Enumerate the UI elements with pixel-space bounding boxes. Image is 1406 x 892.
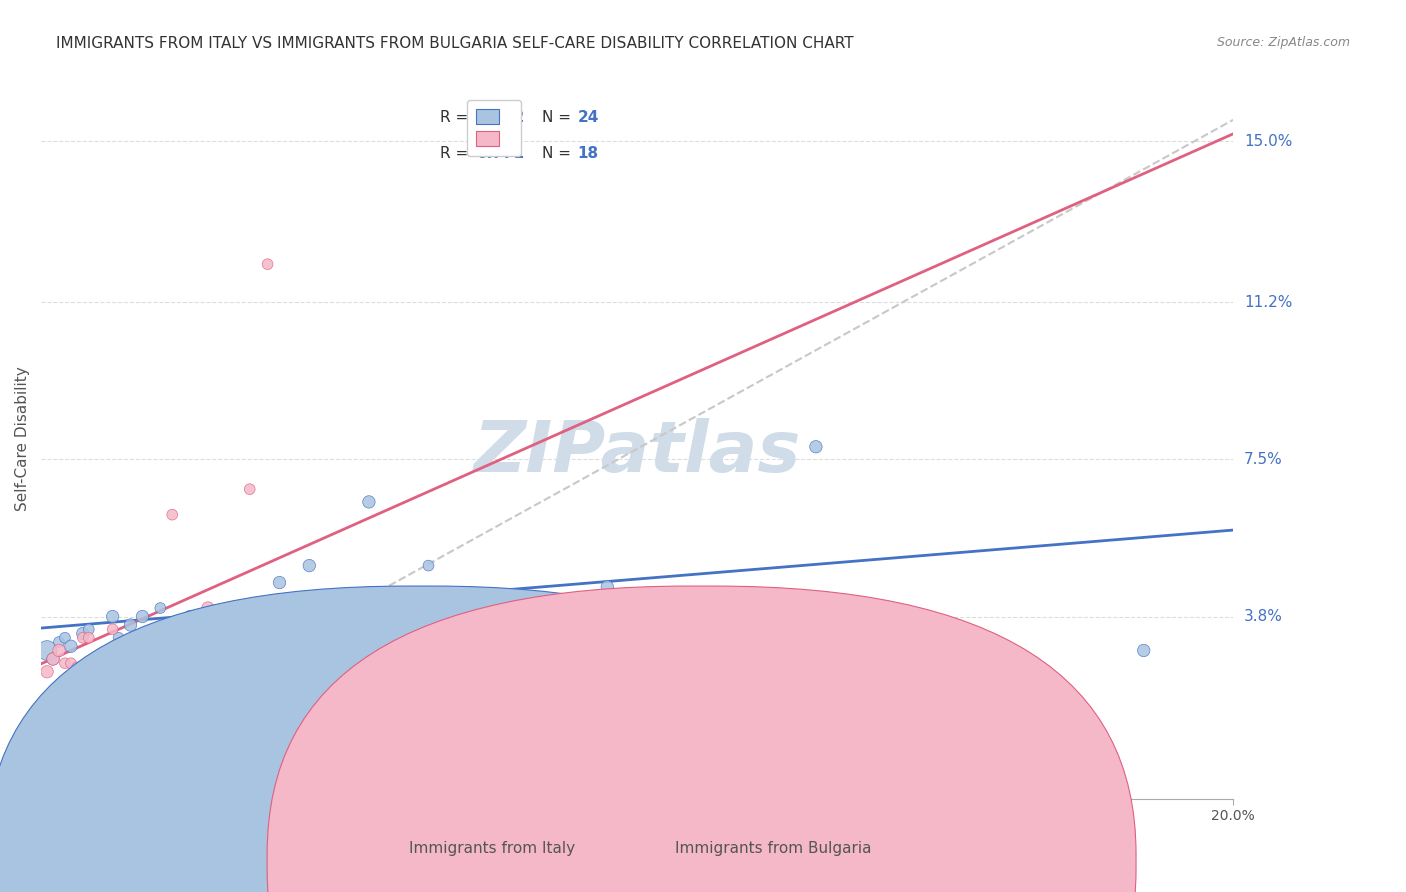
Point — [72, 631, 94, 645]
Point — [316, 720, 339, 734]
Text: Source: ZipAtlas.com: Source: ZipAtlas.com — [1216, 36, 1350, 49]
Text: ZIPatlas: ZIPatlas — [474, 418, 801, 487]
Text: 7.5%: 7.5% — [1244, 452, 1282, 467]
Text: 11.2%: 11.2% — [1244, 295, 1292, 310]
Point — [66, 660, 89, 674]
Y-axis label: Self-Care Disability: Self-Care Disability — [15, 366, 30, 510]
Point — [48, 643, 70, 657]
Text: Immigrants from Italy: Immigrants from Italy — [409, 841, 575, 856]
Point — [506, 609, 529, 624]
Text: R =: R = — [440, 146, 474, 161]
Text: 0.362: 0.362 — [477, 110, 524, 125]
Text: 18: 18 — [578, 146, 599, 161]
Text: R =: R = — [440, 110, 474, 125]
Point — [101, 622, 124, 636]
Point — [48, 635, 70, 649]
Point — [53, 631, 76, 645]
Point — [35, 643, 58, 657]
Point — [107, 631, 129, 645]
Point — [280, 652, 302, 666]
Point — [114, 660, 136, 674]
Text: N =: N = — [541, 146, 575, 161]
Point — [1132, 643, 1154, 657]
Point — [160, 508, 183, 522]
Point — [418, 558, 440, 573]
Point — [120, 618, 142, 632]
Point — [239, 482, 262, 496]
Point — [197, 635, 219, 649]
Point — [197, 601, 219, 615]
Point — [256, 257, 278, 271]
Point — [59, 657, 82, 671]
Point — [42, 652, 65, 666]
Point — [160, 622, 183, 636]
Text: Immigrants from Bulgaria: Immigrants from Bulgaria — [675, 841, 872, 856]
Point — [77, 622, 100, 636]
Point — [149, 601, 172, 615]
Point — [804, 440, 827, 454]
Point — [59, 639, 82, 653]
Point — [149, 665, 172, 679]
Point — [596, 580, 619, 594]
Text: 15.0%: 15.0% — [1244, 134, 1292, 149]
Point — [298, 558, 321, 573]
Point — [388, 601, 411, 615]
Point — [53, 657, 76, 671]
Point — [90, 652, 112, 666]
Text: N =: N = — [541, 110, 575, 125]
Point — [42, 652, 65, 666]
Legend: , : , — [467, 100, 520, 156]
Point — [179, 609, 201, 624]
Text: 3.8%: 3.8% — [1244, 609, 1284, 624]
Point — [269, 575, 291, 590]
Text: IMMIGRANTS FROM ITALY VS IMMIGRANTS FROM BULGARIA SELF-CARE DISABILITY CORRELATI: IMMIGRANTS FROM ITALY VS IMMIGRANTS FROM… — [56, 36, 853, 51]
Point — [357, 495, 380, 509]
Point — [101, 609, 124, 624]
Point — [131, 609, 153, 624]
Text: 0.771: 0.771 — [477, 146, 524, 161]
Point — [35, 665, 58, 679]
Point — [77, 631, 100, 645]
Point — [72, 626, 94, 640]
Text: 24: 24 — [578, 110, 599, 125]
